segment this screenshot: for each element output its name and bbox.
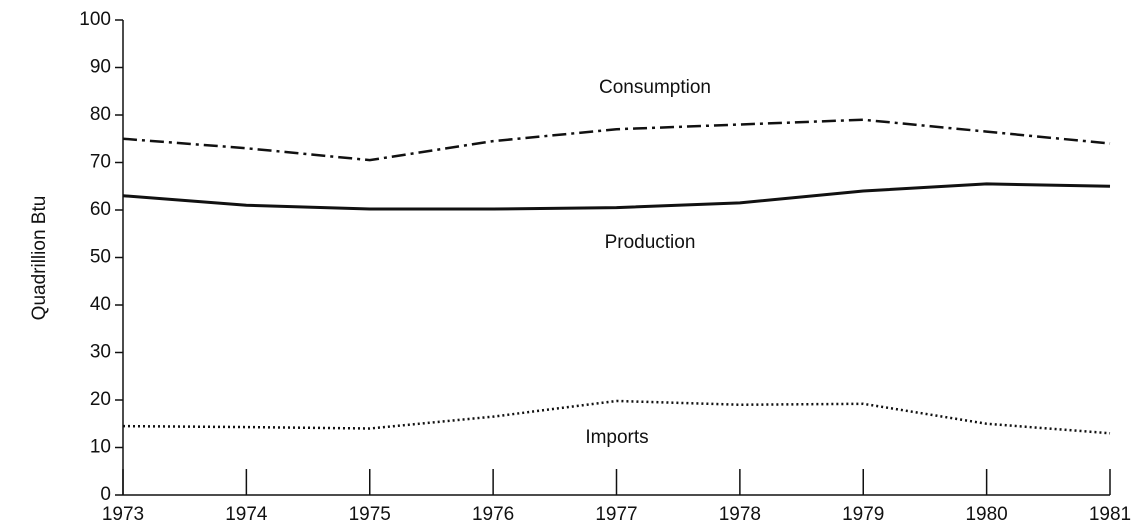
y-tick-label: 40 (90, 294, 111, 315)
x-tick-label: 1981 (1089, 504, 1131, 525)
x-tick-label: 1977 (595, 504, 637, 525)
y-tick-label: 0 (100, 484, 111, 505)
y-tick-label: 30 (90, 342, 111, 363)
series-line (122, 118, 1111, 162)
series-label: Consumption (599, 77, 711, 98)
y-tick-label: 10 (90, 437, 111, 458)
series-line (122, 399, 1111, 435)
series-line (122, 182, 1111, 211)
x-tick-label: 1976 (472, 504, 514, 525)
y-tick-label: 70 (90, 152, 111, 173)
y-tick-label: 100 (79, 9, 111, 30)
y-tick-label: 80 (90, 104, 111, 125)
y-tick-label: 60 (90, 199, 111, 220)
x-tick-label: 1980 (965, 504, 1007, 525)
x-tick-label: 1973 (102, 504, 144, 525)
y-axis-label: Quadrillion Btu (29, 196, 50, 321)
series-label: Imports (585, 427, 648, 448)
x-tick-label: 1974 (225, 504, 268, 525)
x-tick-label: 1975 (349, 504, 391, 525)
x-tick-label: 1979 (842, 504, 884, 525)
x-tick-label: 1978 (719, 504, 761, 525)
y-tick-label: 90 (90, 57, 111, 78)
y-tick-label: 50 (90, 247, 111, 268)
y-tick-label: 20 (90, 389, 111, 410)
series-label: Production (605, 232, 696, 253)
